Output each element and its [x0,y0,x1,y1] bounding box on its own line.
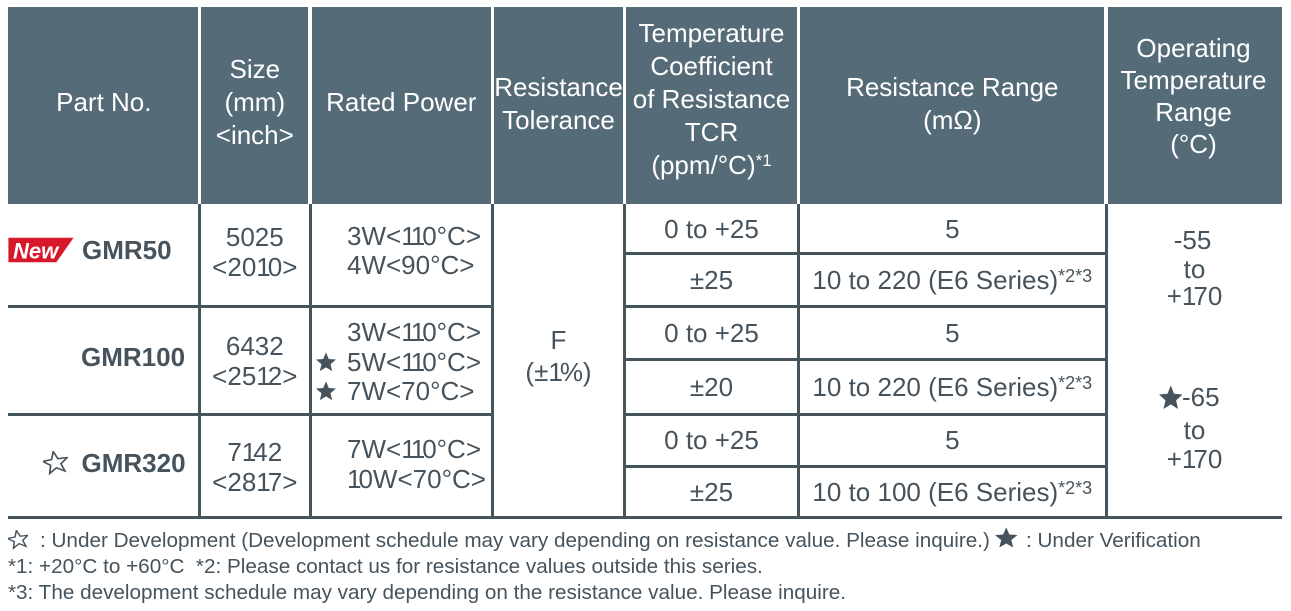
svg-text:New: New [13,239,60,264]
